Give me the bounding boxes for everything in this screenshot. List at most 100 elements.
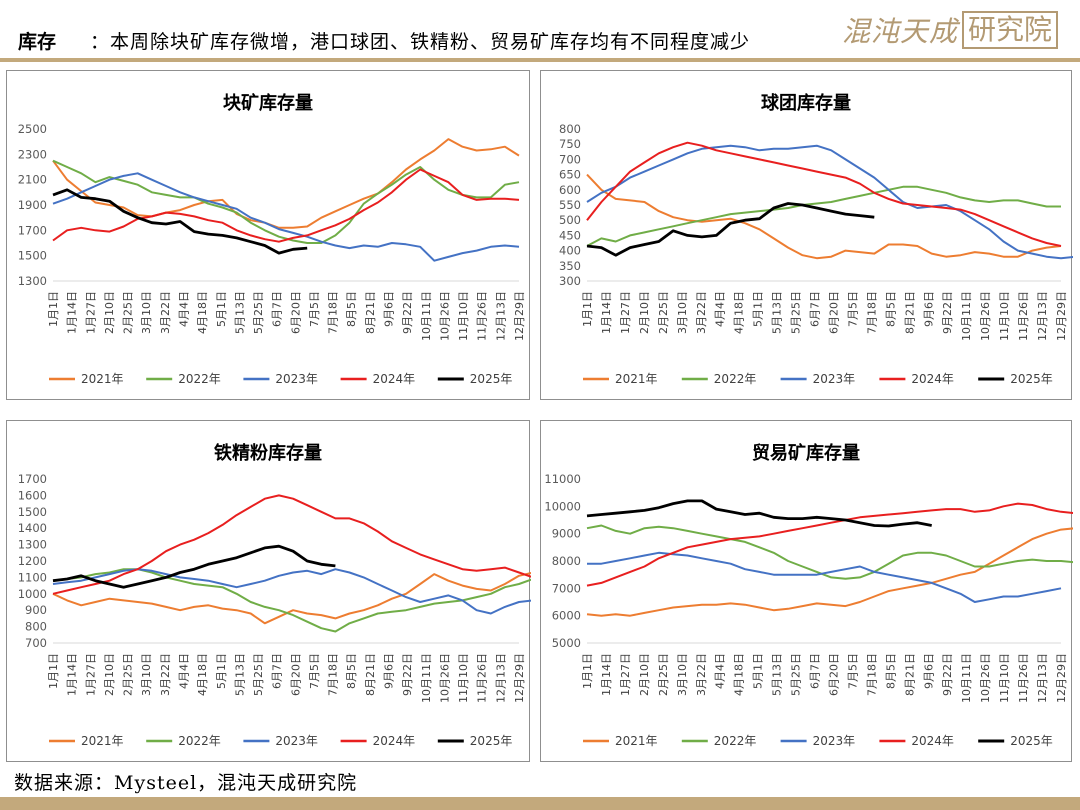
- legend-label: 2024年: [911, 734, 954, 748]
- y-tick-label: 400: [559, 244, 581, 258]
- x-tick-label: 1月27日: [619, 291, 632, 334]
- x-tick-label: 7月18日: [865, 653, 878, 696]
- y-tick-label: 750: [559, 137, 581, 151]
- y-tick-label: 800: [559, 122, 581, 136]
- x-tick-label: 1月14日: [600, 653, 613, 696]
- chart-svg: 700 800 900 1000 1100 1200 1300 1400 1500 1600 170…: [18, 472, 531, 748]
- chart-panel-pellet: 球团库存量 300 350 400 450 500 550 600 650 700 750 800 1…: [540, 70, 1073, 400]
- series-line: [586, 185, 1061, 247]
- x-tick-label: 7月5日: [308, 291, 321, 327]
- y-tick-label: 500: [559, 213, 581, 227]
- x-tick-label: 9月22日: [941, 653, 954, 696]
- data-source-note: 数据来源：Mysteel，混沌天成研究院: [14, 772, 358, 794]
- y-tick-label: 600: [559, 183, 581, 197]
- chart-title: 铁精粉库存量: [214, 443, 322, 464]
- legend-label: 2022年: [714, 734, 757, 748]
- legend-label: 2022年: [178, 372, 221, 386]
- x-tick-label: 11月10日: [457, 291, 470, 341]
- x-tick-label: 7月5日: [846, 291, 859, 327]
- legend-label: 2024年: [373, 372, 416, 386]
- x-tick-label: 11月26日: [1017, 291, 1030, 341]
- x-tick-label: 8月21日: [903, 653, 916, 696]
- x-tick-label: 10月11日: [960, 653, 973, 703]
- x-tick-label: 6月7日: [809, 653, 822, 689]
- series-line: [52, 188, 308, 255]
- series-line: [52, 159, 520, 244]
- y-tick-label: 2500: [18, 122, 47, 136]
- x-tick-label: 4月4日: [177, 291, 190, 327]
- chart-svg: 1300 1500 1700 1900 2100 2300 2500 1月1日 1月14日 1月2…: [18, 122, 526, 386]
- x-tick-label: 7月18日: [865, 291, 878, 334]
- x-tick-label: 12月29日: [1055, 291, 1068, 341]
- series-line: [586, 202, 875, 257]
- x-tick-label: 10月11日: [420, 291, 433, 341]
- x-tick-label: 9月22日: [941, 291, 954, 334]
- y-tick-label: 700: [25, 636, 47, 650]
- y-tick-label: 5000: [552, 636, 581, 650]
- x-tick-label: 11月10日: [998, 291, 1011, 341]
- series-line: [52, 571, 531, 625]
- x-tick-label: 9月6日: [383, 291, 396, 327]
- x-tick-label: 8月5日: [345, 653, 358, 689]
- x-tick-label: 1月1日: [47, 291, 60, 327]
- legend-label: 2024年: [911, 372, 954, 386]
- brand-logo: 混沌天成 研究院: [842, 10, 1058, 50]
- y-tick-label: 7000: [552, 581, 581, 595]
- x-tick-label: 12月29日: [513, 653, 526, 703]
- chart-panel-trade-ore: 贸易矿库存量 5000 6000 7000 8000 9000 10000 11000 1月1…: [540, 420, 1073, 762]
- chart-panel-concentrate: 铁精粉库存量 700 800 900 1000 1100 1200 1300 1400 1500…: [6, 420, 531, 762]
- y-tick-label: 800: [25, 620, 47, 634]
- x-tick-label: 11月26日: [1017, 653, 1030, 703]
- series-line: [52, 544, 336, 589]
- y-tick-label: 1200: [18, 554, 47, 568]
- series-line: [587, 551, 1062, 603]
- x-tick-label: 1月1日: [47, 653, 60, 689]
- x-tick-label: 2月10日: [638, 653, 651, 696]
- chart-svg: 5000 6000 7000 8000 9000 10000 11000 1月1日 1月14日 1…: [544, 472, 1073, 748]
- x-tick-label: 6月7日: [809, 291, 822, 327]
- x-tick-label: 10月26日: [979, 291, 992, 341]
- x-tick-label: 5月13日: [233, 291, 246, 334]
- legend-label: 2024年: [373, 734, 416, 748]
- x-tick-label: 12月29日: [1055, 653, 1068, 703]
- x-tick-label: 8月5日: [884, 653, 897, 689]
- x-tick-label: 3月22日: [695, 291, 708, 334]
- x-tick-label: 12月29日: [513, 291, 526, 341]
- y-tick-label: 1400: [18, 521, 47, 535]
- series-line: [52, 172, 520, 262]
- x-tick-label: 12月13日: [1036, 291, 1049, 341]
- x-tick-label: 1月27日: [84, 291, 97, 334]
- series-line: [52, 168, 520, 243]
- x-tick-label: 4月4日: [177, 653, 190, 689]
- x-tick-label: 6月20日: [289, 653, 302, 696]
- y-tick-label: 350: [559, 259, 581, 273]
- brand-logo-left: 混沌天成: [841, 15, 958, 48]
- legend-label: 2025年: [1010, 372, 1053, 386]
- legend-label: 2021年: [81, 372, 124, 386]
- x-tick-label: 5月1日: [215, 653, 228, 689]
- y-tick-label: 1300: [18, 538, 47, 552]
- legend-label: 2023年: [275, 372, 318, 386]
- x-tick-label: 5月25日: [790, 653, 803, 696]
- x-tick-label: 6月7日: [271, 653, 284, 689]
- x-tick-label: 6月20日: [827, 291, 840, 334]
- y-tick-label: 1600: [18, 488, 47, 502]
- x-tick-label: 3月22日: [159, 291, 172, 334]
- x-tick-label: 4月4日: [714, 653, 727, 689]
- legend-label: 2025年: [470, 734, 513, 748]
- series-line: [586, 527, 1073, 617]
- legend-label: 2021年: [615, 372, 658, 386]
- y-tick-label: 8000: [552, 554, 581, 568]
- x-tick-label: 3月10日: [676, 653, 689, 696]
- header: 库存 ：本周除块矿库存微增，港口球团、铁精粉、贸易矿库存均有不同程度减少 混沌天…: [0, 0, 1080, 62]
- x-tick-label: 10月26日: [438, 653, 451, 703]
- x-tick-label: 12月13日: [494, 291, 507, 341]
- x-tick-label: 5月1日: [752, 653, 765, 689]
- y-tick-label: 2100: [18, 173, 47, 187]
- x-tick-label: 8月5日: [884, 291, 897, 327]
- x-tick-label: 4月18日: [196, 653, 209, 696]
- legend-label: 2023年: [275, 734, 318, 748]
- x-tick-label: 6月20日: [827, 653, 840, 696]
- x-tick-label: 10月11日: [420, 653, 433, 703]
- chart-title: 球团库存量: [761, 93, 851, 114]
